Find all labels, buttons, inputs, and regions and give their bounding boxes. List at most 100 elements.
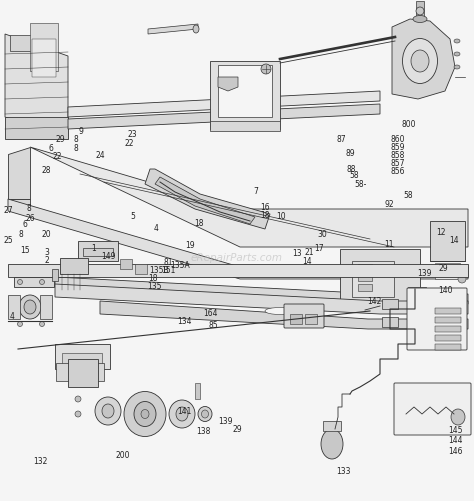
Text: 856: 856 bbox=[391, 167, 405, 176]
Text: 7: 7 bbox=[254, 187, 258, 196]
Polygon shape bbox=[210, 62, 280, 130]
Ellipse shape bbox=[261, 65, 271, 75]
Polygon shape bbox=[8, 199, 30, 209]
Text: 860: 860 bbox=[391, 135, 405, 144]
Polygon shape bbox=[30, 148, 468, 247]
Ellipse shape bbox=[402, 40, 438, 84]
Bar bbox=[435, 344, 461, 350]
Text: 28: 28 bbox=[42, 166, 51, 175]
Polygon shape bbox=[145, 170, 270, 229]
Text: 6: 6 bbox=[22, 220, 27, 229]
Text: 23: 23 bbox=[128, 130, 137, 139]
Text: 135: 135 bbox=[147, 281, 161, 290]
Bar bbox=[435, 326, 461, 332]
Bar bbox=[32, 40, 56, 78]
Text: 6: 6 bbox=[49, 144, 54, 153]
Text: 144: 144 bbox=[448, 435, 462, 444]
Bar bbox=[435, 309, 461, 314]
Text: 18: 18 bbox=[261, 211, 270, 220]
Text: 17: 17 bbox=[314, 243, 324, 253]
Ellipse shape bbox=[169, 400, 195, 428]
Text: 20: 20 bbox=[42, 230, 51, 239]
Text: 30: 30 bbox=[318, 230, 327, 239]
Polygon shape bbox=[5, 35, 68, 140]
Text: 858: 858 bbox=[391, 151, 405, 160]
Ellipse shape bbox=[124, 392, 166, 437]
Ellipse shape bbox=[24, 301, 36, 314]
Ellipse shape bbox=[454, 40, 460, 44]
Polygon shape bbox=[340, 249, 420, 310]
Ellipse shape bbox=[413, 17, 427, 24]
Text: 18: 18 bbox=[194, 219, 204, 228]
Text: 4: 4 bbox=[154, 224, 159, 233]
Polygon shape bbox=[148, 25, 198, 35]
Bar bbox=[358, 285, 372, 292]
Text: 200: 200 bbox=[116, 450, 130, 459]
Ellipse shape bbox=[458, 276, 466, 284]
Text: 135A: 135A bbox=[170, 260, 190, 269]
Polygon shape bbox=[8, 265, 468, 278]
Bar bbox=[290, 314, 302, 324]
Text: 8: 8 bbox=[19, 230, 24, 239]
Polygon shape bbox=[5, 118, 68, 140]
Bar bbox=[78, 241, 118, 262]
Polygon shape bbox=[218, 78, 238, 92]
Polygon shape bbox=[100, 302, 468, 329]
Bar bbox=[435, 317, 461, 323]
Text: 88: 88 bbox=[347, 165, 356, 174]
Bar bbox=[60, 259, 88, 275]
Text: 22: 22 bbox=[124, 138, 134, 147]
Bar bbox=[56, 363, 78, 381]
Bar bbox=[435, 264, 460, 280]
Bar bbox=[358, 275, 372, 282]
Text: 859: 859 bbox=[391, 143, 405, 152]
Text: 164: 164 bbox=[204, 309, 218, 318]
Ellipse shape bbox=[454, 53, 460, 57]
Text: 11: 11 bbox=[384, 240, 393, 249]
Text: 21: 21 bbox=[304, 247, 314, 257]
Bar bbox=[382, 317, 398, 327]
Text: 58-: 58- bbox=[354, 180, 366, 189]
Text: 18: 18 bbox=[148, 274, 158, 283]
Text: 138: 138 bbox=[197, 426, 211, 435]
Polygon shape bbox=[68, 105, 380, 130]
Polygon shape bbox=[8, 296, 20, 319]
Bar bbox=[10, 36, 32, 52]
Bar bbox=[62, 353, 102, 365]
Text: 800: 800 bbox=[401, 120, 416, 129]
Bar bbox=[352, 262, 394, 298]
Polygon shape bbox=[8, 148, 30, 199]
Text: 135B: 135B bbox=[149, 265, 169, 274]
Bar bbox=[120, 260, 132, 270]
Bar bbox=[408, 288, 426, 302]
Text: 3: 3 bbox=[44, 247, 49, 256]
Text: 142: 142 bbox=[367, 296, 382, 305]
Bar bbox=[358, 265, 372, 272]
Text: eRepairParts.com: eRepairParts.com bbox=[191, 253, 283, 263]
Text: 857: 857 bbox=[391, 159, 405, 168]
Text: 146: 146 bbox=[448, 446, 462, 455]
Ellipse shape bbox=[411, 51, 429, 73]
Text: 151: 151 bbox=[161, 265, 175, 274]
Bar bbox=[52, 270, 58, 282]
Ellipse shape bbox=[95, 397, 121, 425]
Polygon shape bbox=[68, 92, 380, 118]
FancyBboxPatch shape bbox=[394, 383, 471, 435]
Text: 16: 16 bbox=[261, 202, 270, 211]
Text: 92: 92 bbox=[385, 200, 394, 209]
Text: 26: 26 bbox=[26, 213, 36, 222]
Text: 139: 139 bbox=[218, 416, 232, 425]
Bar bbox=[305, 314, 317, 324]
Text: 24: 24 bbox=[96, 151, 105, 160]
Bar bbox=[430, 221, 465, 262]
Ellipse shape bbox=[18, 280, 22, 285]
Text: 8: 8 bbox=[73, 135, 78, 144]
Text: 133: 133 bbox=[337, 466, 351, 475]
Text: 27: 27 bbox=[4, 206, 13, 215]
FancyBboxPatch shape bbox=[284, 305, 324, 328]
Polygon shape bbox=[55, 285, 468, 314]
Bar bbox=[30, 24, 58, 72]
Ellipse shape bbox=[201, 410, 209, 418]
Text: 19: 19 bbox=[185, 241, 194, 250]
Text: 89: 89 bbox=[346, 148, 356, 157]
